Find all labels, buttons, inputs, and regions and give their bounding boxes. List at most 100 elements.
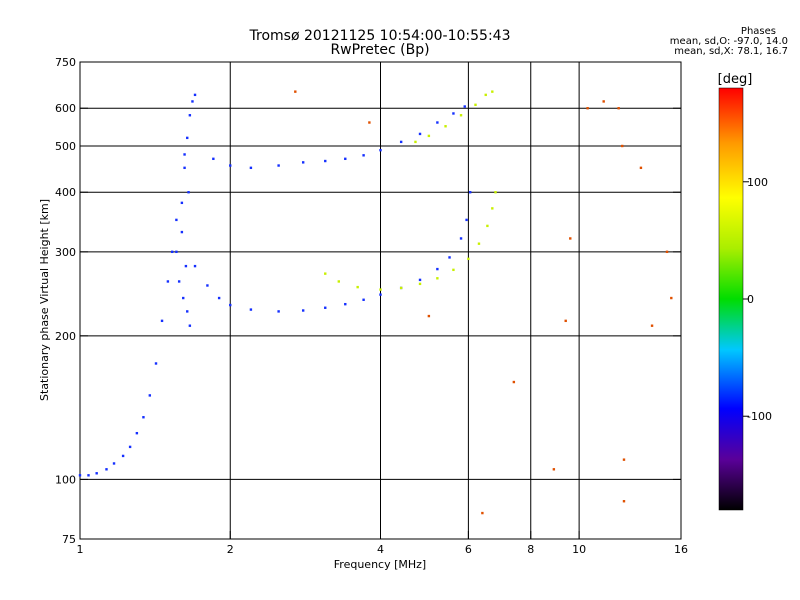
point-3-8 (467, 257, 470, 261)
point-1-6 (193, 93, 197, 97)
point-4-0 (212, 157, 215, 161)
x-tick-label-0: 1 (77, 543, 84, 556)
point-2-5 (277, 310, 280, 313)
point-4-11 (436, 121, 439, 124)
point-4-5 (324, 159, 327, 163)
x-tick-label-3: 6 (465, 543, 472, 556)
point-4-2 (249, 166, 253, 170)
point-2-16 (465, 218, 468, 222)
point-3-6 (436, 277, 439, 280)
axis-ticks: 1 2 4 6 8 10 16 75 100 200 300 400 500 600 750 (55, 56, 688, 556)
colorbar-label: [deg] (718, 72, 753, 87)
point-1-9 (186, 310, 189, 313)
x-tick-label-6: 16 (674, 543, 688, 556)
point-3-3 (379, 288, 382, 291)
point-2-13 (436, 267, 439, 271)
point-4-3 (277, 164, 280, 167)
point-5-4 (474, 103, 477, 107)
point-6-7 (665, 250, 669, 254)
point-0-6 (128, 445, 132, 449)
point-4-8 (379, 148, 382, 152)
point-2-12 (418, 278, 422, 282)
point-6-12 (569, 237, 572, 240)
point-0-7 (135, 431, 139, 435)
point-0-13 (170, 250, 174, 254)
y-tick-label-3: 300 (55, 246, 76, 259)
point-0-11 (160, 319, 164, 323)
point-1-0 (175, 250, 178, 254)
point-3-2 (356, 285, 359, 289)
point-3-1 (337, 280, 341, 283)
phases-x-stats: mean, sd,X: 78.1, 16.7 (674, 46, 788, 57)
y-tick-label-6: 600 (55, 102, 76, 115)
point-4-10 (418, 132, 422, 136)
x-tick-label-4: 8 (527, 543, 534, 556)
point-5-1 (427, 134, 431, 138)
point-4-12 (452, 112, 455, 115)
point-1-4 (188, 114, 192, 117)
point-1-13 (187, 191, 190, 194)
point-0-1 (87, 474, 90, 477)
point-2-2 (217, 296, 221, 300)
y-tick-label-5: 500 (55, 140, 76, 153)
point-3-11 (491, 207, 494, 210)
point-1-7 (177, 280, 181, 283)
point-1-8 (182, 296, 185, 300)
point-6-3 (617, 107, 620, 110)
point-1-2 (183, 166, 186, 170)
point-1-14 (183, 153, 186, 156)
point-6-0 (564, 319, 567, 323)
point-1-5 (191, 100, 194, 103)
colorbar-tick-label-1: 0 (747, 293, 754, 306)
point-4-1 (229, 164, 232, 167)
point-3-7 (452, 268, 455, 272)
y-tick-label-7: 750 (55, 56, 76, 69)
chart-title: Tromsø 20121125 10:54:00-10:55:43 (249, 28, 511, 44)
point-2-10 (379, 293, 382, 296)
point-2-8 (344, 302, 347, 306)
x-axis-label: Frequency [MHz] (334, 558, 426, 571)
point-5-3 (459, 114, 463, 117)
point-0-14 (175, 218, 178, 222)
point-5-0 (414, 140, 417, 144)
x-tick-label-1: 2 (227, 543, 234, 556)
point-6-9 (622, 458, 626, 461)
point-4-6 (344, 157, 347, 161)
point-1-12 (180, 230, 184, 234)
point-4-9 (399, 140, 403, 144)
chart-subtitle: RwPretec (Bp) (330, 42, 430, 58)
point-4-13 (463, 105, 466, 108)
point-1-10 (188, 324, 192, 327)
point-2-6 (301, 309, 305, 312)
point-4-7 (362, 154, 365, 157)
point-3-0 (324, 272, 327, 275)
y-tick-label-1: 100 (55, 473, 76, 486)
point-0-2 (95, 472, 98, 475)
phases-o-stats: mean, sd,O: -97.0, 14.0 (669, 36, 788, 47)
y-tick-label-2: 200 (55, 330, 76, 343)
point-3-12 (494, 191, 497, 194)
point-0-3 (105, 468, 108, 471)
point-1-11 (184, 264, 188, 268)
point-2-15 (459, 237, 463, 240)
point-2-17 (468, 191, 472, 194)
point-3-5 (418, 282, 422, 286)
point-3-9 (477, 242, 481, 245)
point-2-0 (193, 264, 197, 268)
point-2-4 (249, 308, 253, 311)
point-6-6 (650, 324, 654, 327)
point-6-5 (639, 166, 643, 170)
phases-title: Phases (740, 26, 776, 37)
point-1-3 (186, 136, 189, 140)
point-6-1 (586, 107, 589, 110)
point-0-9 (148, 394, 152, 397)
point-2-9 (362, 298, 365, 301)
point-6-13 (552, 468, 556, 471)
point-0-12 (166, 280, 170, 283)
point-6-16 (427, 314, 431, 318)
point-6-15 (368, 121, 371, 124)
point-0-5 (121, 454, 125, 458)
colorbar-tick-label-2: -100 (747, 410, 772, 423)
point-3-10 (486, 224, 489, 228)
